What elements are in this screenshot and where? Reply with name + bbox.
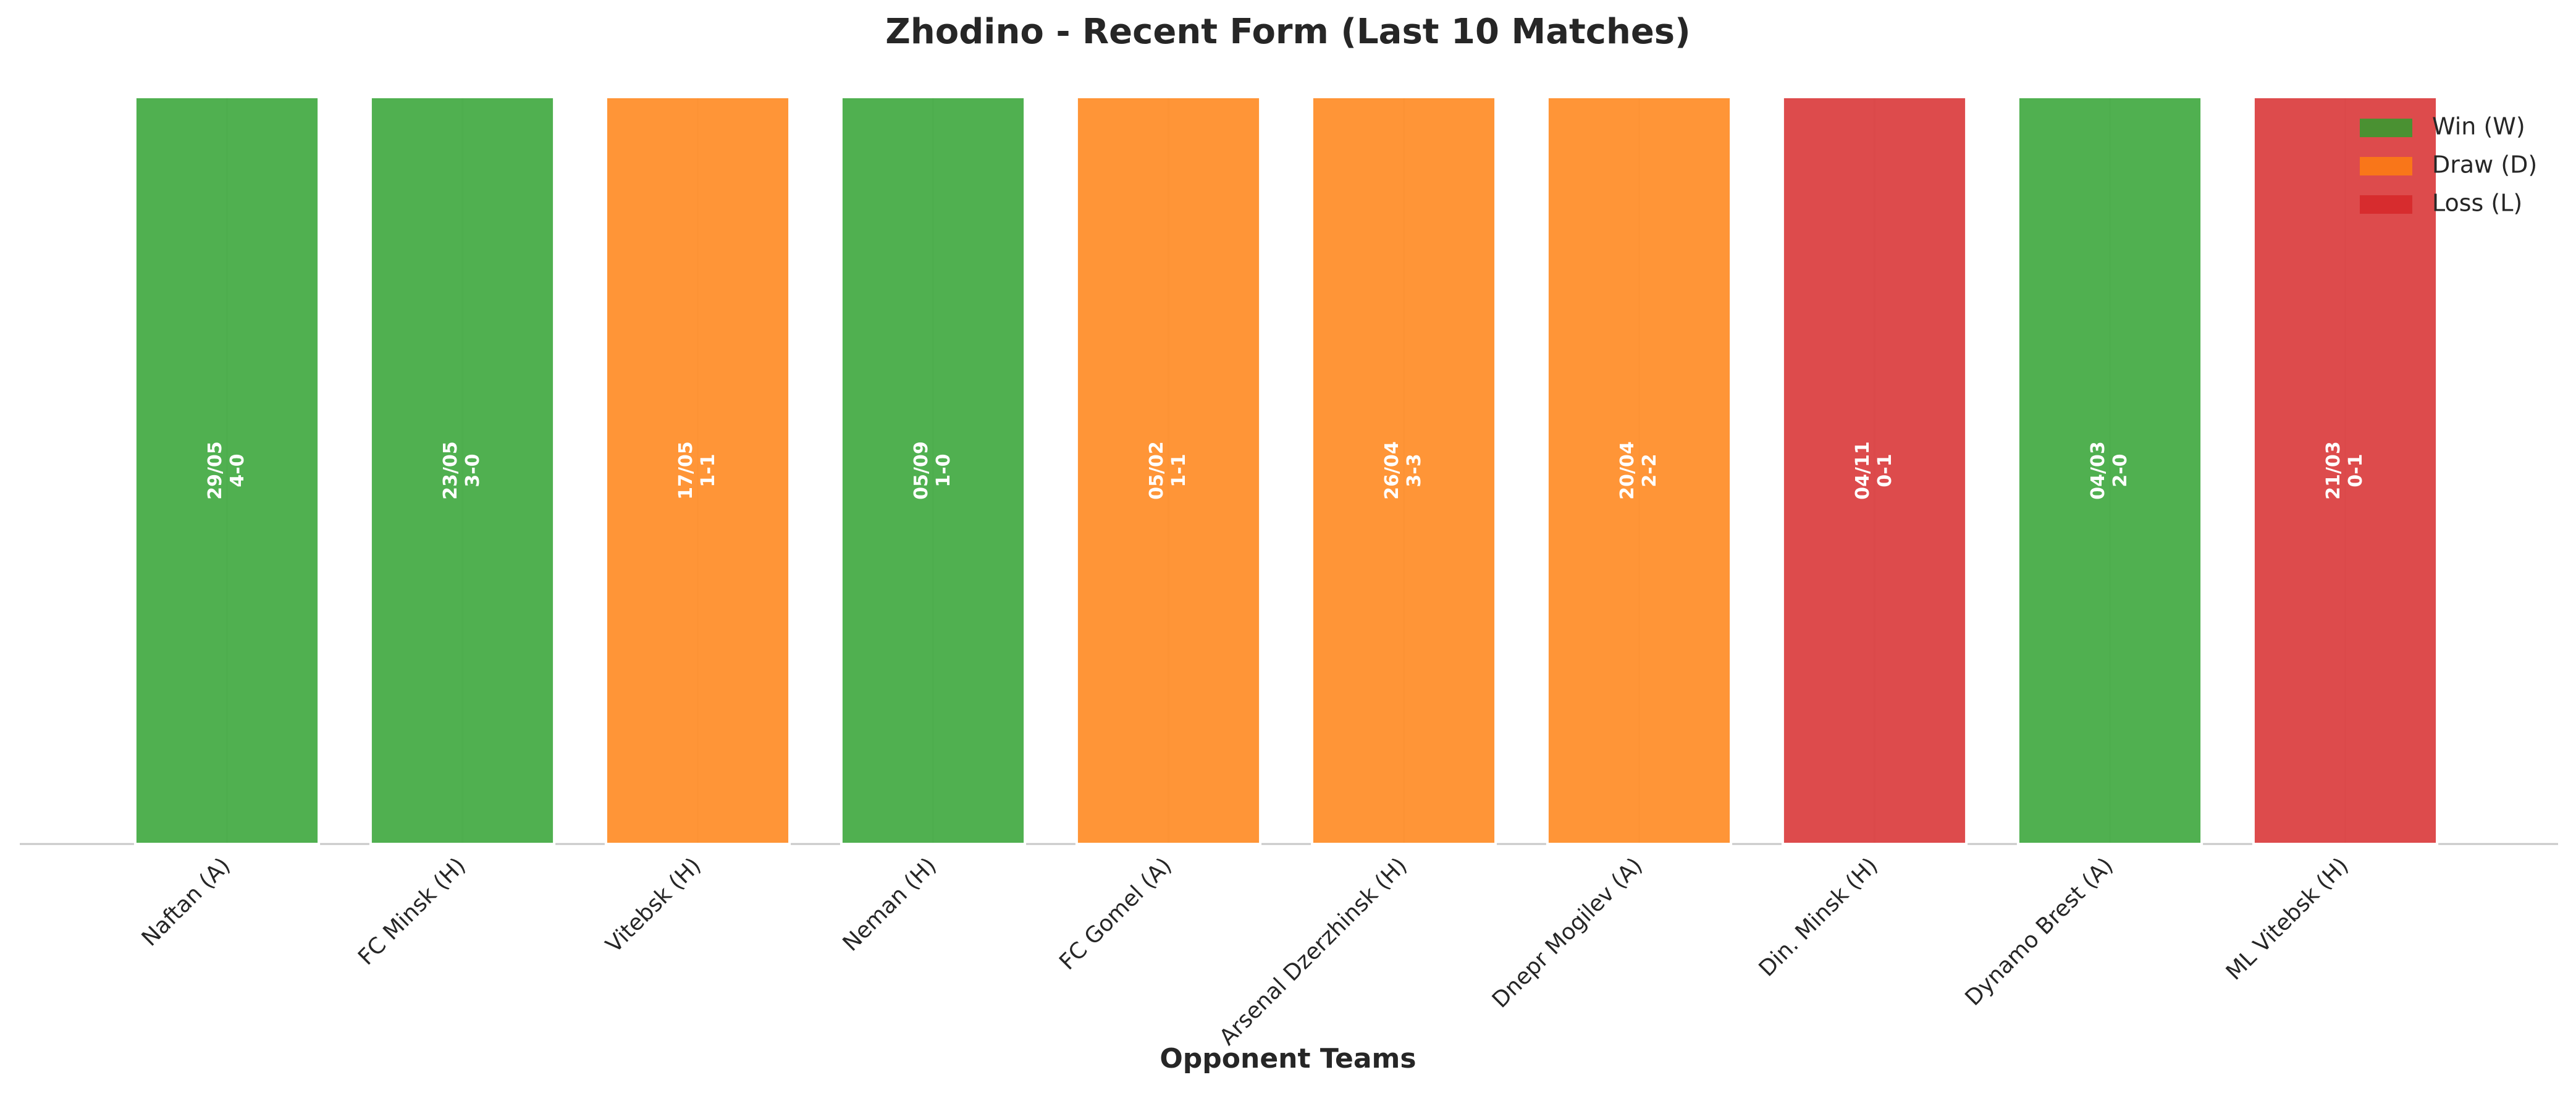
value-label: 1-1 <box>697 454 719 487</box>
value-label: 1-0 <box>933 454 954 487</box>
legend-swatch <box>2360 157 2412 175</box>
value-label: 26/04 <box>1381 441 1403 499</box>
value-label: 0-1 <box>1874 454 1896 487</box>
value-label: 05/09 <box>911 441 932 499</box>
value-label: 17/05 <box>675 441 697 499</box>
value-label: 2-2 <box>1639 454 1661 487</box>
legend-label: Win (W) <box>2432 113 2525 140</box>
legend-swatch <box>2360 195 2412 214</box>
bar <box>1546 96 1733 845</box>
value-label: 04/11 <box>1852 441 1874 499</box>
value-label: 05/02 <box>1146 441 1168 499</box>
value-label: 1-1 <box>1168 454 1190 487</box>
value-label: 3-0 <box>462 454 484 487</box>
value-label: 4-0 <box>227 454 248 487</box>
bar <box>2016 96 2203 845</box>
bar <box>840 96 1027 845</box>
value-label: 0-1 <box>2345 454 2367 487</box>
bar <box>1075 96 1262 845</box>
bar <box>2252 96 2439 845</box>
value-label: 04/03 <box>2087 441 2109 499</box>
bar <box>1310 96 1497 845</box>
x-axis-label: Opponent Teams <box>1160 1043 1416 1074</box>
legend-swatch <box>2360 119 2412 137</box>
bar <box>133 96 321 845</box>
bar <box>369 96 556 845</box>
value-label: 21/03 <box>2323 441 2344 499</box>
bar <box>1781 96 1968 845</box>
value-label: 29/05 <box>204 441 226 499</box>
chart-title: Zhodino - Recent Form (Last 10 Matches) <box>885 12 1690 52</box>
legend-label: Loss (L) <box>2432 190 2522 217</box>
bar <box>604 96 791 845</box>
value-label: 2-0 <box>2110 454 2131 487</box>
value-label: 20/04 <box>1617 441 1638 499</box>
value-label: 23/05 <box>440 441 461 499</box>
value-label: 3-3 <box>1404 454 1425 487</box>
legend-label: Draw (D) <box>2432 151 2537 179</box>
